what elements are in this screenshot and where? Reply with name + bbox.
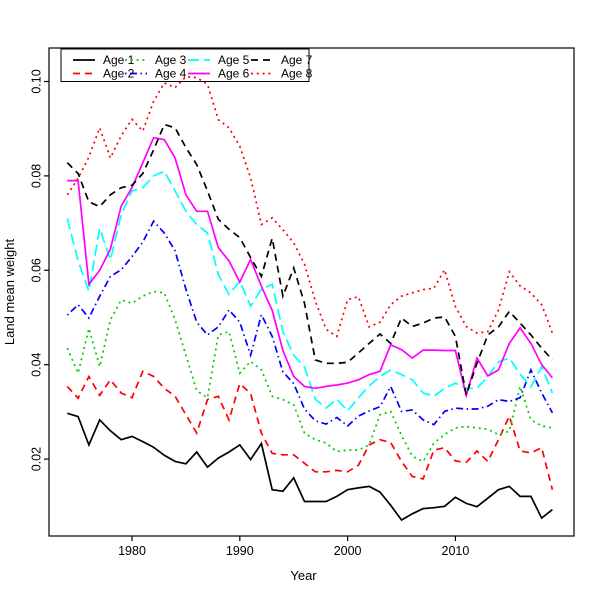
y-axis-tick-label: 0.10 (29, 69, 43, 93)
legend-label: Age 5 (218, 53, 250, 67)
series-lines (66, 75, 554, 522)
series-line-age-2 (66, 370, 554, 490)
series-line-age-1 (67, 412, 553, 522)
legend-item-age-5: Age 5 (188, 53, 250, 67)
legend-label: Age 2 (103, 67, 135, 81)
y-axis-tick-label: 0.02 (29, 447, 43, 471)
y-axis-title: Land mean weight (2, 238, 17, 345)
x-axis-title: Year (290, 568, 317, 583)
legend-item-age-8: Age 8 (251, 67, 313, 81)
legend-label: Age 7 (281, 53, 313, 67)
y-axis-tick-label: 0.06 (29, 258, 43, 282)
legend-box (60, 48, 310, 82)
legend-item-age-4: Age 4 (125, 67, 187, 81)
y-axis: 0.02 0.04 0.06 0.08 0.10 (29, 69, 49, 471)
series-line-age-8 (66, 75, 554, 338)
x-axis-tick-label: 2010 (442, 544, 470, 558)
legend-item-age-2: Age 2 (73, 67, 135, 81)
legend-label: Age 3 (155, 53, 187, 67)
legend-item-age-3: Age 3 (125, 53, 187, 67)
series-line-age-5 (66, 170, 554, 413)
plot-area-border (48, 47, 575, 537)
legend-label: Age 8 (281, 67, 313, 81)
y-axis-tick-label: 0.08 (29, 164, 43, 188)
legend-label: Age 4 (155, 67, 187, 81)
legend-label: Age 6 (218, 67, 250, 81)
legend-label: Age 1 (103, 53, 135, 67)
y-axis-tick-label: 0.04 (29, 352, 43, 376)
x-axis-tick-label: 1980 (118, 544, 146, 558)
legend-item-age-7: Age 7 (251, 53, 313, 67)
x-axis-tick-label: 2000 (334, 544, 362, 558)
x-axis-tick-label: 1990 (226, 544, 254, 558)
legend-item-age-6: Age 6 (188, 67, 250, 81)
legend-item-age-1: Age 1 (73, 53, 135, 67)
x-axis: 1980 1990 2000 2010 (118, 536, 469, 558)
series-line-age-4 (66, 219, 554, 428)
series-line-age-7 (66, 123, 554, 399)
